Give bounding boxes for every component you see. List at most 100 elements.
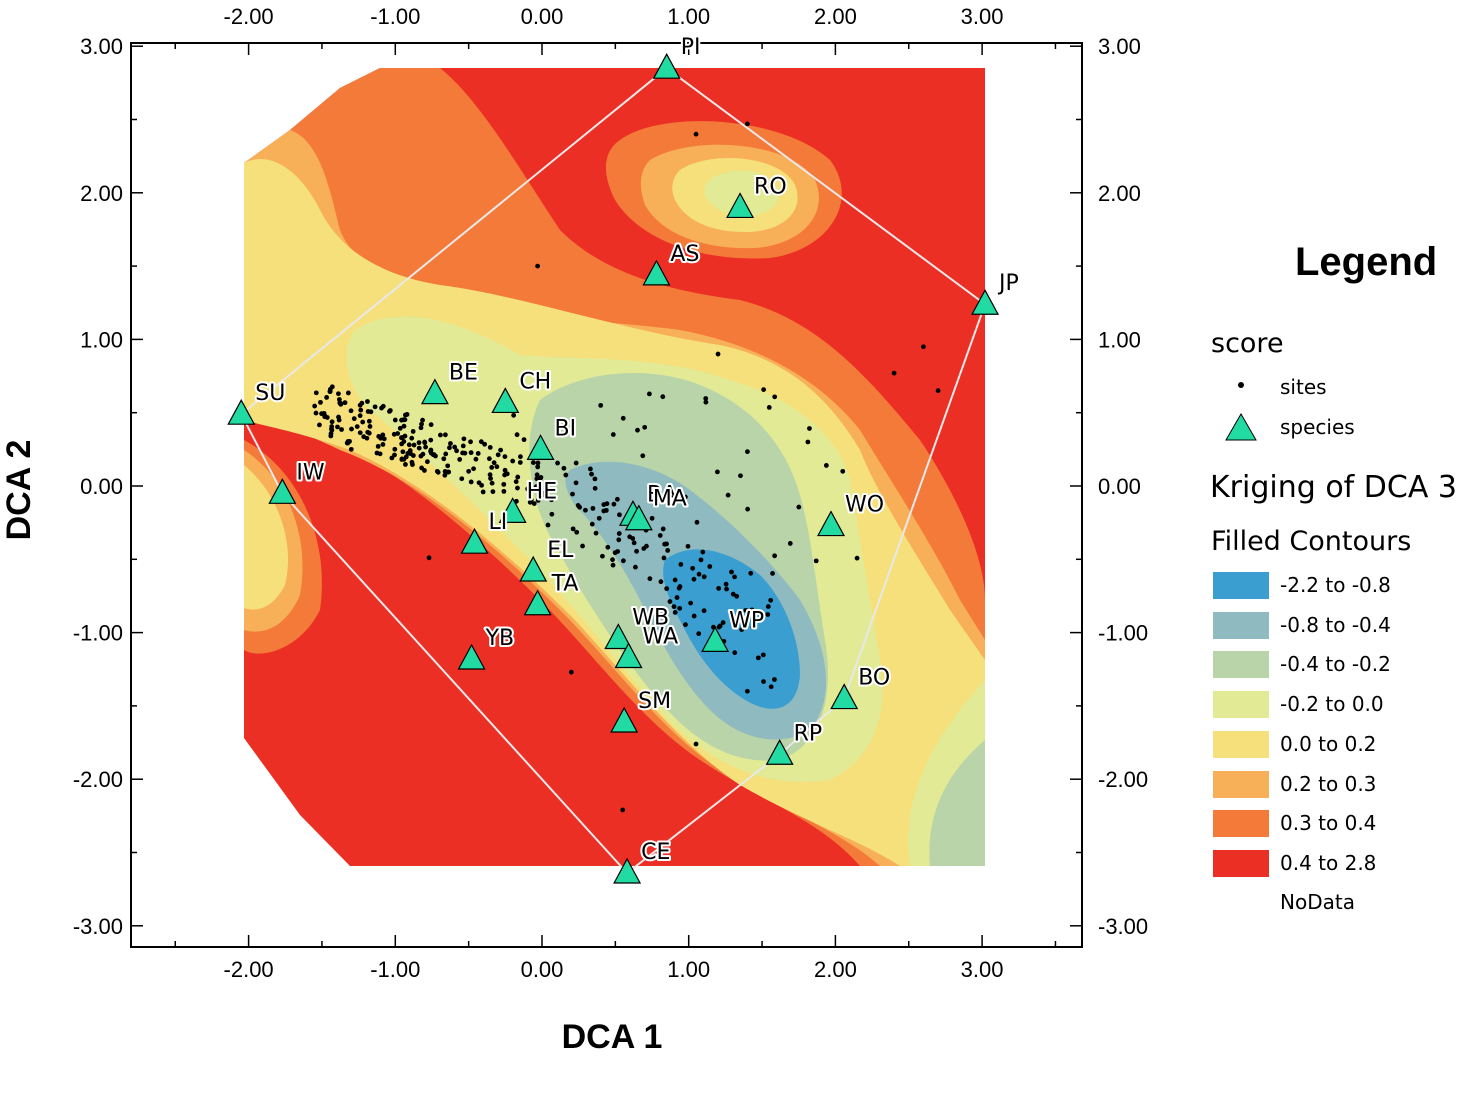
site-point	[403, 462, 408, 467]
site-point	[501, 488, 507, 494]
legend-swatch	[1213, 730, 1269, 758]
site-point	[365, 399, 370, 404]
site-point	[434, 468, 440, 474]
site-point	[535, 498, 541, 503]
x-tick-label-bottom: -1.00	[370, 957, 420, 982]
species-triangle-rp	[765, 739, 794, 765]
site-point	[502, 467, 508, 473]
site-point	[580, 543, 585, 549]
site-point	[329, 419, 335, 425]
site-point	[400, 449, 406, 455]
site-point	[583, 507, 588, 513]
site-point	[401, 417, 407, 423]
species-triangle-ta	[523, 589, 552, 616]
site-point	[725, 492, 731, 498]
contour-fill-neg0.4-to-neg0.2-se	[929, 740, 985, 866]
site-point	[701, 574, 707, 580]
site-point	[610, 432, 616, 437]
site-point	[389, 455, 395, 461]
site-point	[357, 413, 363, 419]
site-point	[646, 391, 652, 397]
site-point	[589, 521, 595, 527]
y-tick-label-left: 1.00	[80, 327, 123, 352]
species-label-ce: CE	[641, 840, 670, 865]
site-point	[407, 448, 413, 453]
site-point	[761, 679, 766, 684]
species-triangle-su	[227, 398, 256, 425]
site-point	[672, 610, 678, 615]
site-point	[428, 422, 434, 428]
site-point	[360, 419, 366, 425]
site-point	[517, 460, 523, 465]
legend-class-label: 0.2 to 0.3	[1280, 771, 1377, 796]
site-point	[621, 558, 626, 564]
site-point	[406, 442, 412, 448]
site-point	[367, 424, 373, 429]
site-point	[378, 435, 384, 441]
site-point	[691, 613, 697, 619]
site-point	[573, 460, 579, 466]
axis-tick-labels: -2.00 -2.00 -1.00 -1.00 0.00 0.00 1.00 1.00 2.00…	[73, 4, 1148, 982]
legend-class-label: -0.2 to 0.0	[1280, 692, 1384, 717]
site-point	[603, 507, 609, 513]
x-tick-label-top: -1.00	[370, 4, 420, 29]
site-point	[534, 472, 540, 478]
site-point	[660, 394, 666, 400]
site-point	[716, 585, 722, 591]
site-point	[630, 536, 636, 541]
site-point	[445, 463, 451, 469]
site-point	[671, 604, 677, 610]
site-point	[399, 456, 405, 462]
site-point	[490, 489, 496, 495]
site-point	[891, 370, 897, 376]
site-point	[336, 397, 342, 402]
site-point	[338, 401, 344, 407]
y-tick-label-right: 0.00	[1098, 474, 1141, 499]
site-point	[672, 577, 678, 583]
site-point	[665, 547, 671, 553]
site-point	[658, 579, 664, 585]
species-triangle-sm	[610, 706, 639, 733]
site-point	[723, 581, 729, 587]
legend-sites-label: sites	[1280, 375, 1327, 399]
legend-swatch	[1213, 810, 1269, 838]
site-point	[614, 496, 620, 502]
site-point	[482, 441, 488, 447]
site-point	[498, 447, 504, 453]
site-point	[631, 540, 637, 546]
site-point	[380, 403, 386, 409]
legend-filled-contours-heading: Filled Contours	[1211, 526, 1412, 557]
species-label-ta: TA	[551, 572, 579, 597]
site-point	[768, 597, 774, 603]
site-point	[649, 515, 655, 521]
y-axis-title: DCA 2	[0, 440, 38, 541]
site-point	[682, 494, 688, 500]
site-point	[674, 595, 680, 600]
site-point	[748, 570, 754, 576]
site-point	[605, 544, 611, 550]
species-label-iw: IW	[296, 460, 324, 485]
site-point	[738, 473, 743, 479]
site-point	[491, 460, 497, 466]
site-point	[540, 490, 545, 496]
site-point	[544, 494, 550, 500]
site-point	[730, 591, 736, 597]
site-point	[486, 456, 492, 462]
species-triangle-bo	[830, 683, 859, 710]
site-point	[420, 417, 425, 423]
site-point	[935, 388, 941, 394]
site-point	[447, 445, 452, 451]
site-point	[419, 465, 425, 471]
x-tick-label-bottom: 3.00	[961, 957, 1004, 982]
species-label-be: BE	[449, 361, 478, 386]
y-tick-label-left: -2.00	[73, 767, 123, 792]
site-point	[399, 441, 405, 447]
site-point	[357, 430, 363, 436]
site-point	[693, 131, 699, 137]
site-point	[442, 432, 448, 438]
site-point	[460, 443, 466, 449]
species-label-jp: JP	[997, 271, 1019, 296]
site-point	[744, 121, 750, 127]
site-point	[570, 526, 576, 532]
species-triangle-ch	[491, 387, 520, 414]
